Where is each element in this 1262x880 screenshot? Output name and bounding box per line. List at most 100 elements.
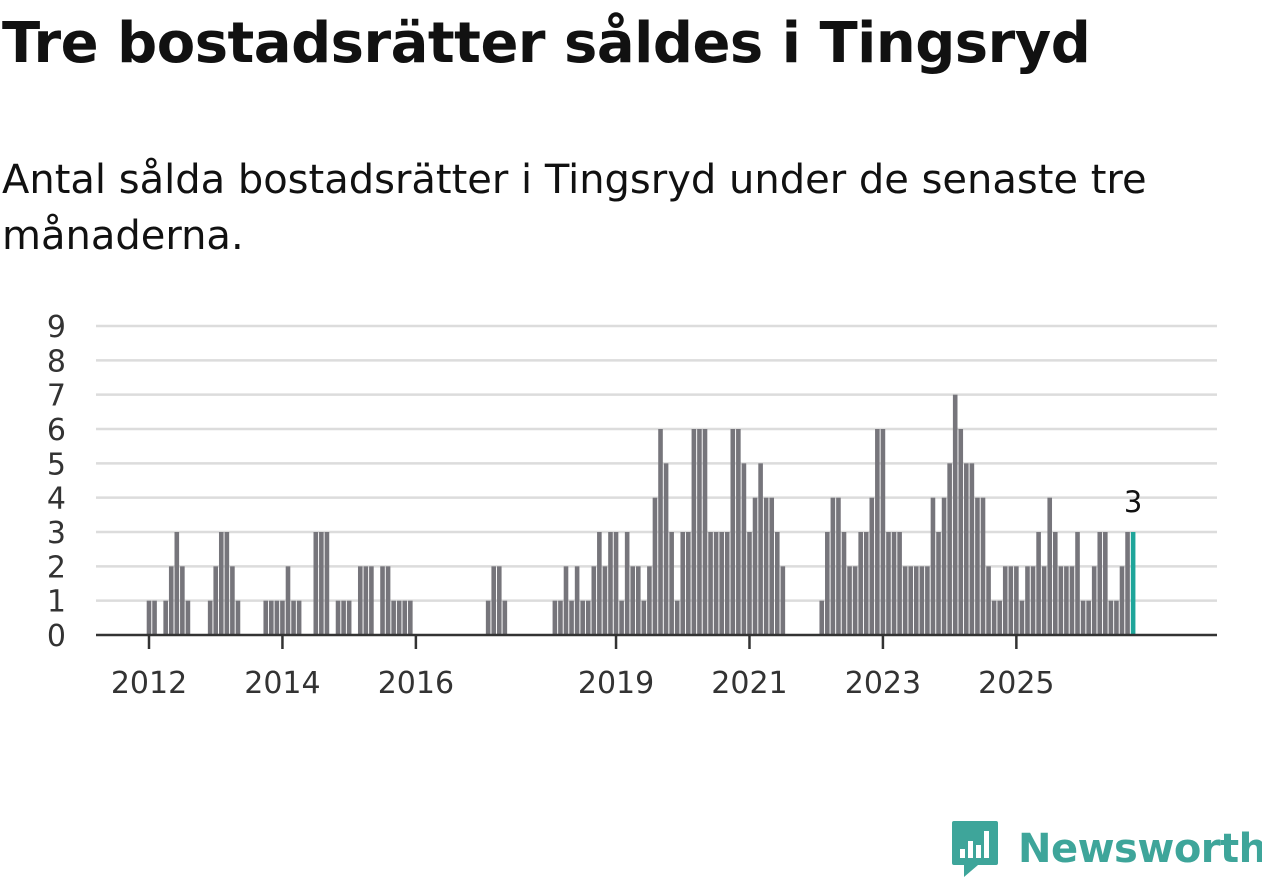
bar-highlight	[1130, 532, 1136, 635]
bar	[769, 497, 775, 635]
bar	[964, 463, 969, 635]
bar	[708, 532, 713, 635]
bar	[1036, 532, 1041, 635]
bar	[747, 532, 752, 635]
bar	[691, 429, 697, 635]
bar	[1069, 566, 1075, 635]
brand-name: Newsworthy	[1018, 826, 1262, 872]
bar	[641, 600, 647, 635]
bar	[152, 600, 157, 635]
bar	[1008, 566, 1014, 635]
bar	[925, 566, 930, 635]
bar	[908, 566, 914, 635]
bar	[1025, 566, 1030, 635]
bar	[597, 532, 602, 635]
bar	[830, 497, 836, 635]
bar	[224, 532, 230, 635]
y-tick-label: 2	[47, 550, 66, 585]
bar	[230, 566, 235, 635]
bar	[324, 532, 330, 635]
chart-subtitle: Antal sålda bostadsrätter i Tingsryd und…	[2, 157, 1147, 259]
y-tick-label: 1	[47, 585, 66, 620]
bar	[841, 532, 847, 635]
bar	[207, 600, 213, 635]
bar	[635, 566, 641, 635]
bar	[346, 600, 352, 635]
bar	[713, 532, 719, 635]
bar	[1075, 532, 1080, 635]
bar	[491, 566, 497, 635]
newsworthy-logo: Newsworthy	[950, 818, 1262, 880]
bar	[697, 429, 702, 635]
bar	[891, 532, 897, 635]
bar	[947, 463, 952, 635]
bar	[319, 532, 324, 635]
bar	[218, 532, 224, 635]
x-tick-label: 2014	[244, 666, 320, 701]
bar	[702, 429, 708, 635]
bar	[296, 600, 302, 635]
bar	[997, 600, 1002, 635]
bar	[1047, 497, 1053, 635]
bar	[686, 532, 691, 635]
bar	[819, 600, 825, 635]
bar	[291, 600, 296, 635]
x-tick-label: 2023	[845, 666, 921, 701]
bar	[952, 394, 958, 635]
bar	[1052, 532, 1058, 635]
bar	[380, 566, 385, 635]
bar	[763, 497, 769, 635]
bar	[1119, 566, 1125, 635]
bar	[608, 532, 613, 635]
bar	[652, 497, 658, 635]
y-tick-label: 3	[47, 516, 66, 551]
bar	[280, 600, 285, 635]
bar	[958, 429, 964, 635]
bar	[902, 566, 908, 635]
bar	[897, 532, 902, 635]
bar	[285, 566, 291, 635]
bar	[986, 566, 991, 635]
bar	[552, 600, 558, 635]
bar	[941, 497, 947, 635]
bar	[724, 532, 730, 635]
bar	[602, 566, 608, 635]
bar	[969, 463, 975, 635]
x-tick-label: 2025	[978, 666, 1054, 701]
bar	[496, 566, 502, 635]
bar	[485, 600, 491, 635]
bar	[975, 497, 980, 635]
bar	[1002, 566, 1008, 635]
bar	[624, 532, 630, 635]
bar	[919, 566, 925, 635]
bar	[663, 463, 669, 635]
bar	[1086, 600, 1091, 635]
x-axis-ticks: 2012 2014 2016 2019 2021 2023 2025	[111, 635, 1055, 701]
bar	[852, 566, 858, 635]
x-tick-label: 2016	[378, 666, 454, 701]
bar	[863, 532, 869, 635]
y-tick-label: 5	[47, 447, 66, 482]
y-tick-label: 7	[47, 379, 66, 414]
bar	[758, 463, 763, 635]
y-tick-label: 9	[47, 310, 66, 345]
bar	[1097, 532, 1103, 635]
bar	[980, 497, 986, 635]
bar	[847, 566, 852, 635]
bar	[1041, 566, 1047, 635]
x-tick-label: 2019	[578, 666, 654, 701]
gridlines	[96, 324, 1217, 602]
bar	[1103, 532, 1108, 635]
bar	[680, 532, 686, 635]
bar	[1019, 600, 1025, 635]
bar	[630, 566, 636, 635]
bar	[741, 463, 747, 635]
bar	[647, 566, 652, 635]
bar	[913, 566, 919, 635]
bar	[736, 429, 741, 635]
chart-title: Tre bostadsrätter såldes i Tingsryd	[2, 11, 1091, 76]
bar	[858, 532, 863, 635]
bar	[558, 600, 563, 635]
